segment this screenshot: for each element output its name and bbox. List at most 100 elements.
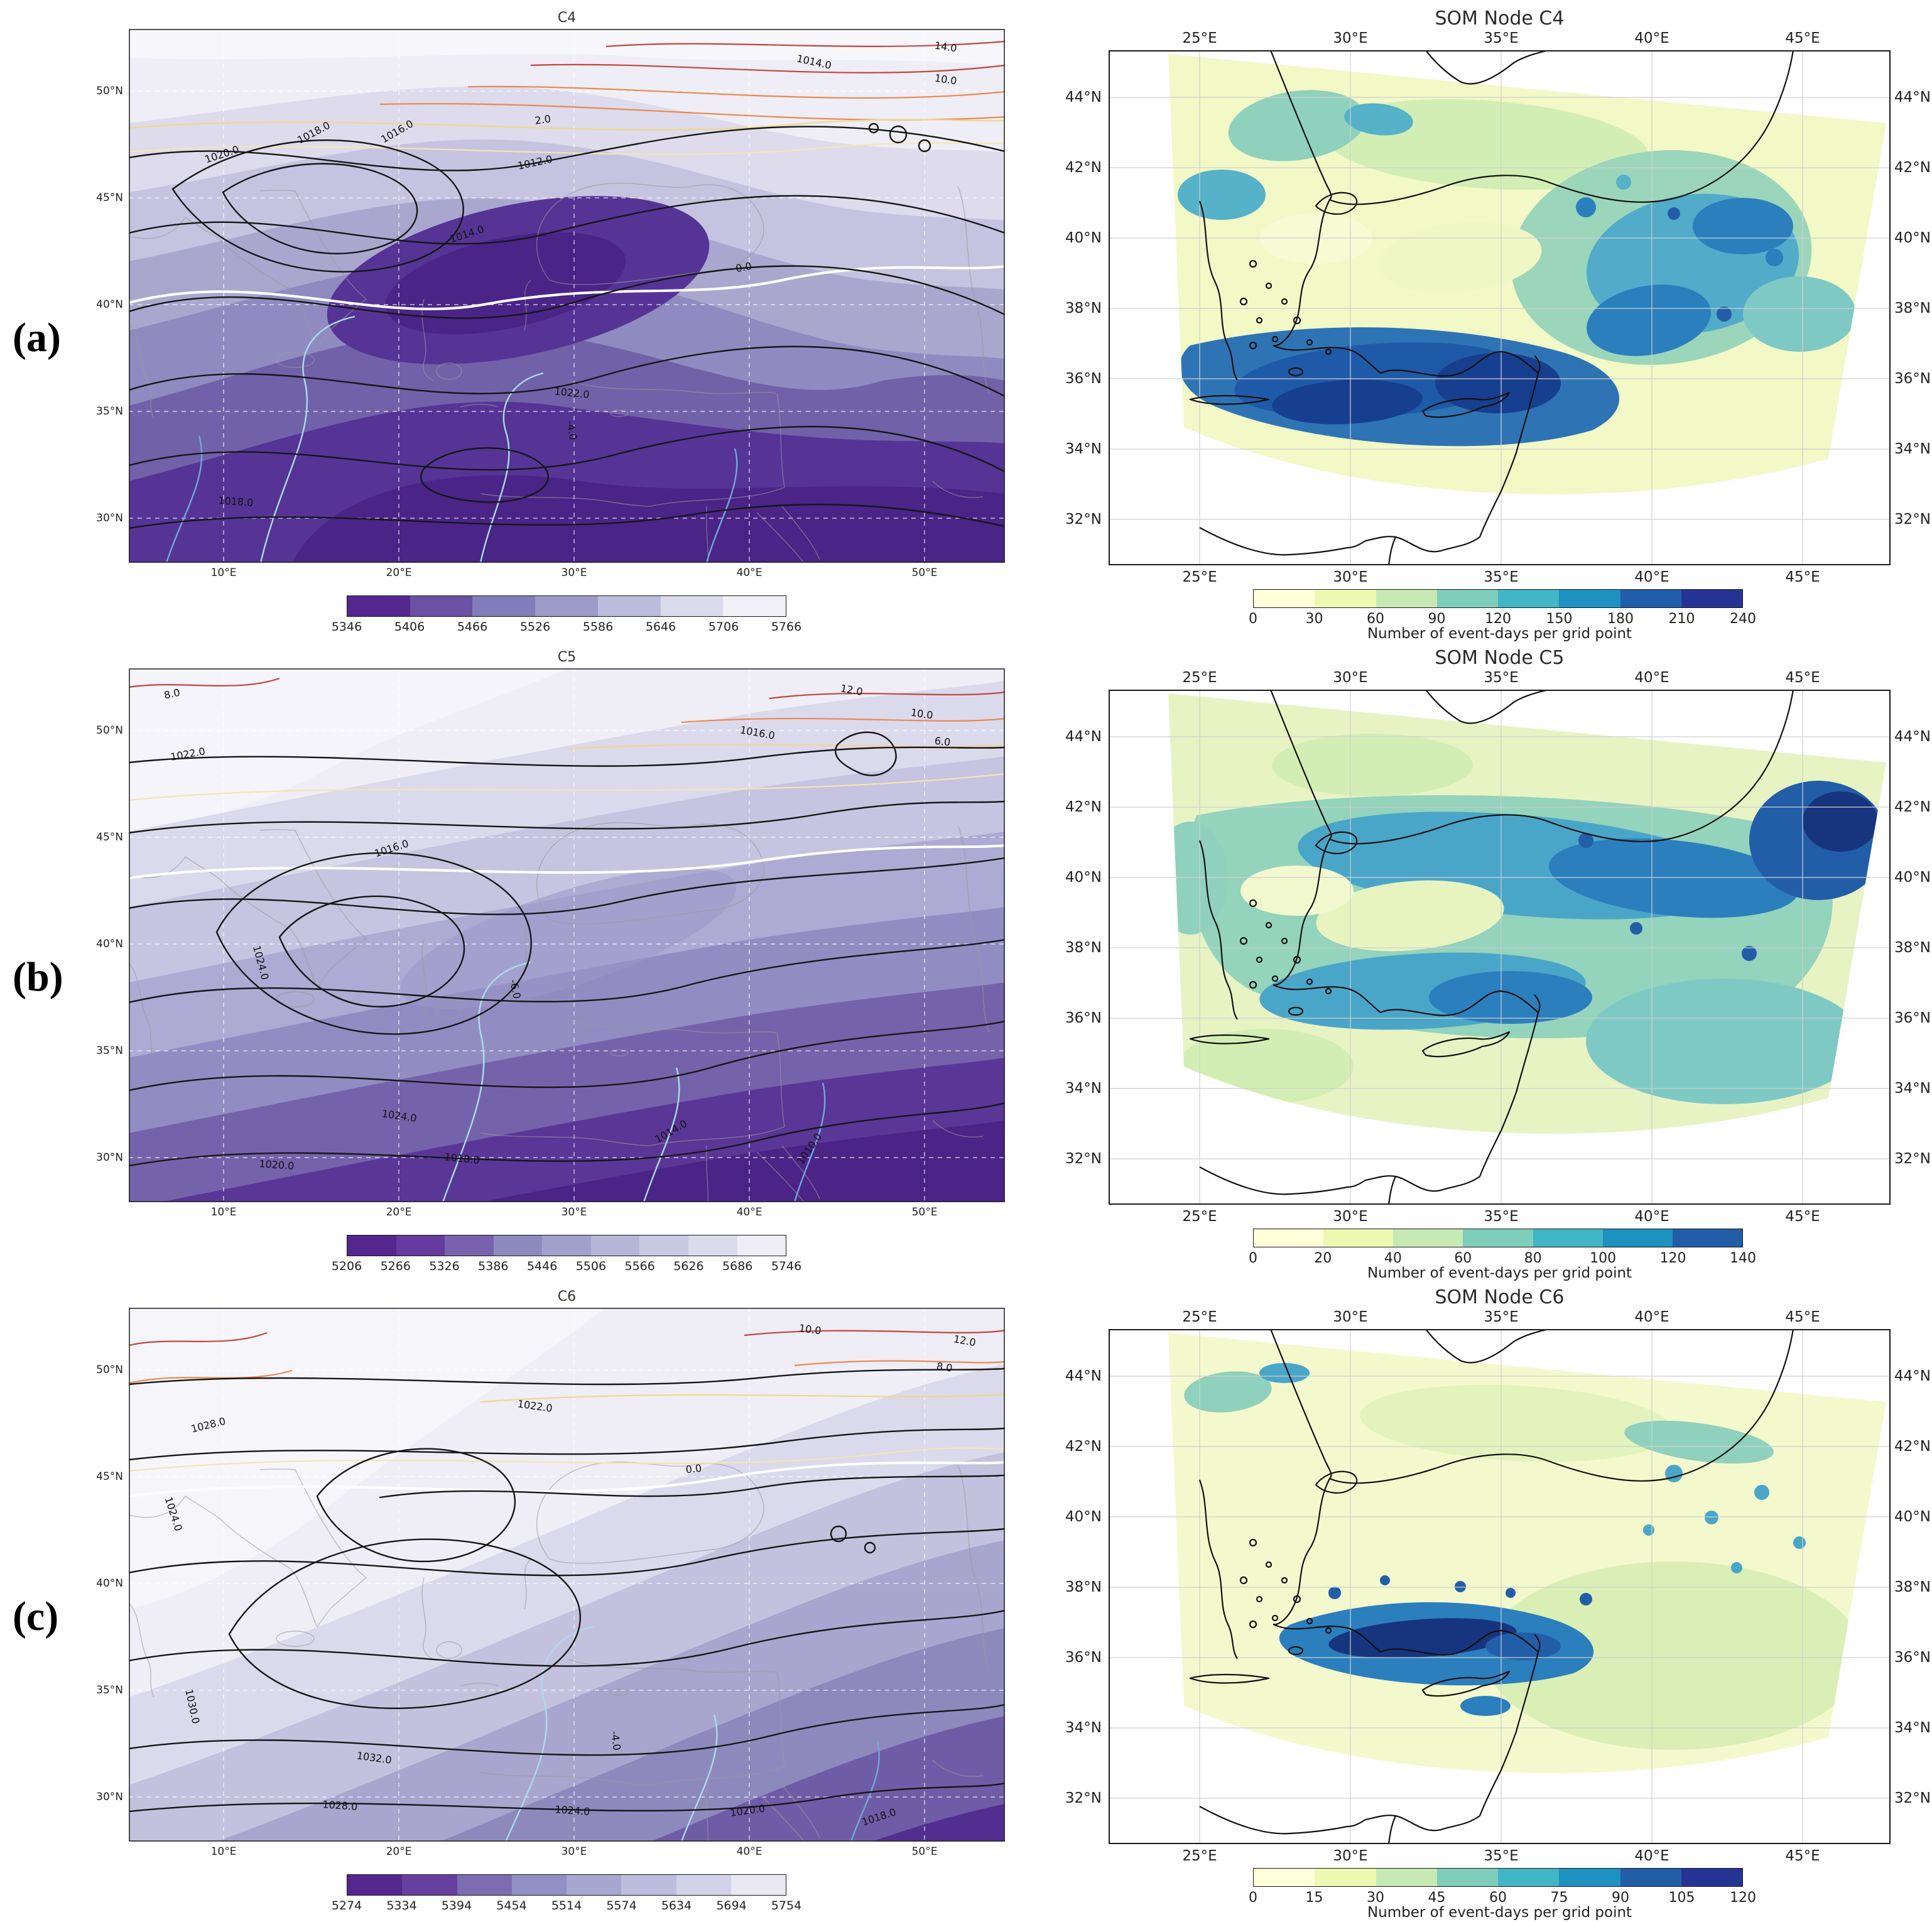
axis-tick-label: 32°N — [1065, 511, 1102, 528]
colorbar-tick-label: 60 — [1489, 1890, 1507, 1906]
colorbar-segment — [445, 1235, 494, 1256]
colorbar-tick-label: 5346 — [331, 620, 362, 634]
colorbar-tick-label: 5206 — [331, 1259, 362, 1273]
colorbar-ticks: 5346 5406 5466 5526 5586 5646 5706 5766 — [332, 620, 801, 635]
colorbar-segment — [493, 1235, 543, 1256]
axis-tick-label: 35°E — [1484, 1848, 1519, 1864]
colorbar-segment — [660, 596, 724, 616]
som-lat-axis-left: 44°N 42°N 40°N 38°N 36°N 34°N 32°N — [1045, 89, 1102, 528]
axis-tick-label: 44°N — [1894, 1368, 1931, 1384]
temp-contour-label: -4.0 — [609, 1730, 623, 1751]
colorbar-segment — [1533, 1229, 1603, 1247]
axis-tick-label: 36°N — [1894, 1649, 1931, 1666]
figure-row-a: (a) C4 — [0, 0, 1932, 643]
colorbar-tick-label: 90 — [1612, 1890, 1629, 1906]
axis-tick-label: 45°N — [96, 1470, 123, 1483]
colorbar-segment — [723, 596, 786, 616]
axis-tick-label: 50°E — [911, 567, 938, 579]
axis-tick-label: 40°E — [736, 1206, 762, 1219]
som-lat-axis-right: 44°N 42°N 40°N 38°N 36°N 34°N 32°N — [1894, 729, 1932, 1167]
colorbar-tick-label: 15 — [1305, 1890, 1323, 1906]
axis-tick-label: 10°E — [210, 567, 237, 579]
axis-tick-label: 40°E — [1634, 1309, 1669, 1325]
panel-label-c: (c) — [13, 1594, 59, 1639]
axis-tick-label: 36°N — [1894, 371, 1931, 387]
som-colorbar-label: Number of event-days per grid point — [1367, 1265, 1632, 1281]
colorbar-segment — [1254, 1869, 1315, 1886]
axis-tick-label: 45°E — [1785, 1208, 1820, 1225]
synoptic-title-c6: C6 — [557, 1289, 577, 1305]
colorbar-segment — [472, 596, 536, 616]
axis-tick-label: 40°E — [1634, 1848, 1669, 1864]
axis-tick-label: 38°N — [1894, 300, 1931, 317]
colorbar-segment — [1602, 1229, 1673, 1247]
axis-tick-label: 30°N — [96, 1791, 123, 1803]
axis-tick-label: 36°N — [1065, 1010, 1102, 1026]
axis-tick-label: 42°N — [1065, 799, 1102, 815]
colorbar-tick-label: 150 — [1546, 611, 1573, 627]
axis-tick-label: 20°E — [386, 1206, 412, 1219]
colorbar-segment — [621, 1875, 676, 1895]
figure-row-b: (b) C5 — [0, 639, 1932, 1283]
axis-tick-label: 42°N — [1894, 160, 1931, 176]
axis-tick-label: 32°N — [1894, 511, 1931, 528]
som-map-c6 — [1109, 1329, 1891, 1844]
temperature-contours — [129, 1329, 1005, 1842]
colorbar-segment — [1436, 590, 1498, 607]
colorbar-segment — [676, 1875, 731, 1895]
axis-tick-label: 45°N — [96, 831, 123, 844]
som-map-svg-c5 — [1109, 690, 1891, 1205]
colorbar-gradient — [347, 1235, 786, 1256]
colorbar-tick-label: 60 — [1367, 611, 1384, 627]
synoptic-map-svg-c4: 1020.0 1018.0 1016.0 1014.0 1012.0 1014.… — [129, 29, 1005, 563]
colorbar-tick-label: 5454 — [496, 1899, 527, 1913]
axis-tick-label: 36°N — [1065, 1649, 1102, 1666]
axis-tick-label: 25°E — [1182, 569, 1217, 585]
pressure-contours — [129, 1367, 1005, 1813]
axis-tick-label: 34°N — [1894, 1720, 1931, 1736]
colorbar-tick-label: 45 — [1428, 1890, 1446, 1906]
som-lat-axis-right: 44°N 42°N 40°N 38°N 36°N 34°N 32°N — [1894, 89, 1932, 528]
colorbar-tick-label: 5386 — [478, 1259, 509, 1273]
synoptic-title-c5: C5 — [557, 649, 577, 665]
som-colorbar: 0 30 60 90 120 150 180 210 240 — [1249, 589, 1756, 627]
axis-tick-label: 40°E — [1634, 569, 1669, 585]
colorbar-tick-label: 5626 — [673, 1259, 704, 1273]
colorbar-tick-label: 90 — [1428, 611, 1446, 627]
axis-tick-label: 45°N — [96, 192, 123, 204]
temp-contour-label: 6.0 — [934, 735, 951, 749]
axis-tick-label: 30°E — [1333, 1848, 1368, 1864]
height-shading — [129, 668, 1005, 1202]
panel-label-a: (a) — [13, 315, 61, 361]
axis-tick-label: 34°N — [1894, 1080, 1931, 1097]
axis-tick-label: 40°N — [96, 938, 123, 950]
axis-tick-label: 20°E — [386, 1845, 412, 1858]
axis-tick-label: 10°E — [210, 1206, 237, 1219]
colorbar-gradient — [1253, 1229, 1743, 1247]
temp-contour-label: 10.0 — [910, 707, 934, 722]
colorbar-tick-label: 30 — [1367, 1890, 1384, 1906]
colorbar-tick-label: 0 — [1249, 1251, 1257, 1266]
colorbar-ticks: 0 30 60 90 120 150 180 210 240 — [1249, 611, 1756, 627]
axis-tick-label: 40°N — [1065, 1509, 1102, 1525]
pressure-contours — [129, 122, 1005, 529]
synoptic-lat-axis: 50°N 45°N 40°N 35°N 30°N — [74, 724, 123, 1164]
synoptic-colorbar: 5274 5334 5394 5454 5514 5574 5634 5694 5754 — [332, 1874, 801, 1913]
colorbar-segment — [639, 1235, 688, 1256]
axis-tick-label: 30°E — [561, 567, 587, 579]
axis-tick-label: 32°N — [1894, 1790, 1931, 1806]
som-lon-axis-top: 25°E 30°E 35°E 40°E 45°E — [1182, 670, 1820, 687]
colorbar-tick-label: 5754 — [771, 1899, 802, 1913]
axis-tick-label: 42°N — [1894, 1438, 1931, 1455]
axis-tick-label: 35°N — [96, 1684, 123, 1697]
som-map-c5 — [1109, 690, 1891, 1205]
axis-tick-label: 36°N — [1065, 371, 1102, 387]
axis-tick-label: 35°E — [1484, 1309, 1519, 1325]
axis-tick-label: 50°N — [96, 1364, 123, 1376]
axis-tick-label: 35°E — [1484, 30, 1519, 46]
colorbar-segment — [1559, 1869, 1620, 1886]
axis-tick-label: 20°E — [386, 567, 412, 579]
axis-tick-label: 25°E — [1182, 1208, 1217, 1225]
colorbar-gradient — [1253, 1868, 1743, 1887]
